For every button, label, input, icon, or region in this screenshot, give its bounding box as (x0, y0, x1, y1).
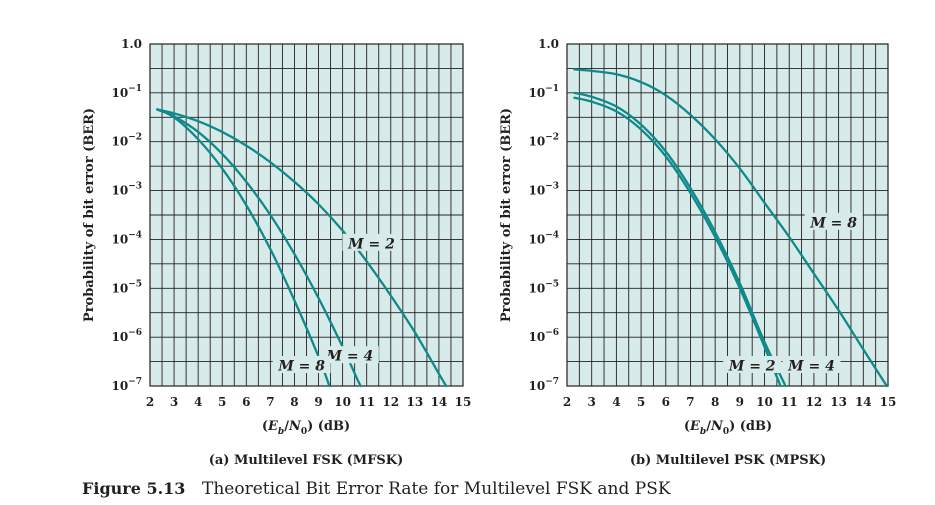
chart-mfsk: 1.010−110−210−310−410−510−610−72 3 4 5 6 7 8 9 1… (82, 37, 471, 468)
curve-label: M = 2 (347, 236, 395, 252)
x-tick-label: 4 (612, 395, 620, 409)
y-tick-label: 10−6 (528, 328, 559, 344)
x-tick-label: 14 (855, 395, 872, 409)
x-tick-label: 4 (194, 395, 202, 409)
y-tick-label: 10−2 (111, 133, 142, 149)
annotation-background (342, 233, 401, 251)
chart-subtitle: (b) Multilevel PSK (MPSK) (630, 453, 826, 468)
x-tick-label: 2 (146, 395, 154, 409)
curve-label: M = 4 (325, 349, 373, 365)
x-tick-label: 11 (358, 395, 375, 409)
x-tick-label: 9 (736, 395, 744, 409)
x-tick-label: 12 (382, 395, 399, 409)
annotation-background (804, 212, 863, 230)
y-tick-label: 1.0 (538, 37, 559, 51)
x-tick-label: 15 (455, 395, 472, 409)
y-tick-label: 10−5 (111, 279, 142, 295)
x-tick-label: 3 (588, 395, 596, 409)
x-tick-label: 8 (711, 395, 719, 409)
x-axis-label: (Eb/N0) (dB) (262, 419, 350, 437)
y-tick-label: 10−2 (528, 133, 559, 149)
x-tick-label: 9 (314, 395, 322, 409)
figure-caption-number: Figure 5.13 (82, 479, 185, 498)
curve-label: M = 8 (277, 358, 325, 374)
chart-mpsk: 1.010−110−210−310−410−510−610−72 3 4 5 6 7 8 9 1… (499, 37, 896, 468)
y-tick-label: 10−4 (528, 230, 559, 246)
x-tick-label: 14 (431, 395, 448, 409)
y-tick-label: 10−1 (111, 84, 142, 100)
y-tick-label: 10−7 (111, 377, 142, 393)
x-axis-label: (Eb/N0) (dB) (684, 419, 772, 437)
y-tick-label: 10−1 (528, 84, 559, 100)
curve-label: M = 4 (787, 358, 835, 374)
y-axis-label: Probability of bit error (BER) (82, 108, 97, 322)
x-tick-label: 13 (406, 395, 423, 409)
x-tick-label: 8 (290, 395, 298, 409)
annotation-background (272, 355, 331, 373)
y-tick-label: 10−3 (111, 182, 142, 198)
curve-m-2 (156, 108, 448, 388)
y-tick-label: 10−7 (528, 377, 559, 393)
figure-caption-text: Theoretical Bit Error Rate for Multileve… (202, 479, 671, 499)
y-tick-label: 10−5 (528, 279, 559, 295)
x-tick-label: 5 (637, 395, 645, 409)
x-tick-label: 7 (266, 395, 274, 409)
x-tick-label: 6 (662, 395, 670, 409)
curve-label: M = 8 (809, 215, 857, 231)
x-tick-label: 5 (218, 395, 226, 409)
x-tick-label: 10 (334, 395, 351, 409)
plot-frame (149, 43, 464, 387)
x-tick-label: 12 (806, 395, 823, 409)
annotation-background (320, 346, 379, 364)
x-tick-label: 6 (242, 395, 250, 409)
y-tick-label: 10−3 (528, 182, 559, 198)
x-tick-label: 3 (170, 395, 178, 409)
y-tick-label: 1.0 (121, 37, 142, 51)
x-tick-label: 13 (830, 395, 847, 409)
annotation-background (723, 355, 782, 373)
x-tick-label: 11 (781, 395, 798, 409)
curve-m-2 (573, 96, 782, 388)
x-tick-label: 10 (756, 395, 773, 409)
curve-m-4 (573, 91, 787, 388)
curve-m-8 (573, 68, 888, 388)
y-tick-label: 10−4 (111, 230, 142, 246)
annotation-background (782, 355, 841, 373)
curve-m-8 (156, 108, 331, 388)
x-tick-label: 2 (563, 395, 571, 409)
y-axis-label: Probability of bit error (BER) (499, 108, 514, 322)
x-tick-label: 7 (686, 395, 694, 409)
plot-frame (566, 43, 889, 387)
chart-subtitle: (a) Multilevel FSK (MFSK) (209, 453, 404, 468)
y-tick-label: 10−6 (111, 328, 142, 344)
x-tick-label: 15 (880, 395, 897, 409)
curve-label: M = 2 (728, 358, 776, 374)
